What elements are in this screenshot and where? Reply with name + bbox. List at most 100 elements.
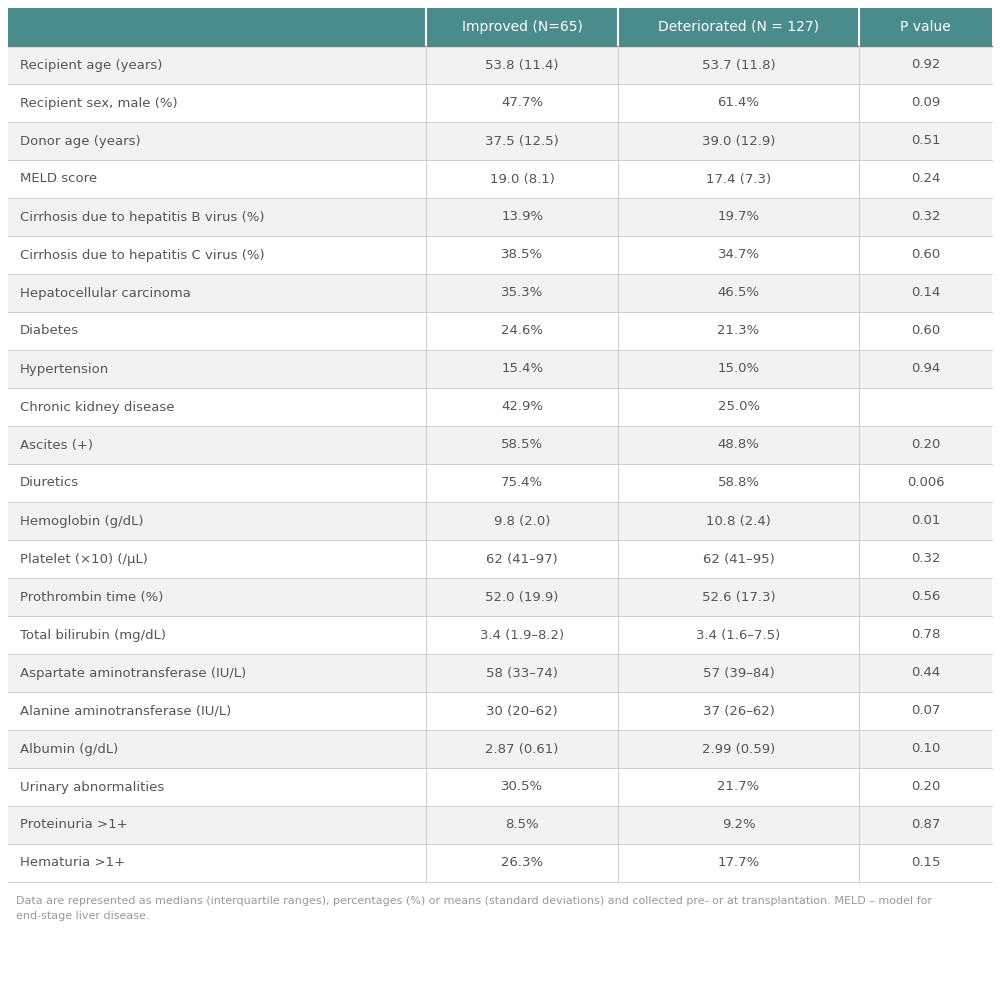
Text: 75.4%: 75.4% xyxy=(501,477,543,490)
Text: 17.4 (7.3): 17.4 (7.3) xyxy=(706,172,771,185)
Text: 21.3%: 21.3% xyxy=(717,324,760,338)
Text: 0.15: 0.15 xyxy=(911,857,940,870)
Bar xyxy=(8,236,992,274)
Text: 21.7%: 21.7% xyxy=(717,780,760,794)
Text: 0.60: 0.60 xyxy=(911,324,940,338)
Bar xyxy=(8,350,992,388)
Text: 39.0 (12.9): 39.0 (12.9) xyxy=(702,135,775,148)
Text: 0.24: 0.24 xyxy=(911,172,940,185)
Text: Deteriorated (N = 127): Deteriorated (N = 127) xyxy=(658,20,819,34)
Bar xyxy=(8,768,992,806)
Text: 0.20: 0.20 xyxy=(911,438,940,451)
Bar xyxy=(8,160,992,198)
Text: 0.32: 0.32 xyxy=(911,553,940,565)
Bar xyxy=(8,274,992,312)
Text: 15.4%: 15.4% xyxy=(501,362,543,375)
Bar xyxy=(8,578,992,616)
Text: 58 (33–74): 58 (33–74) xyxy=(486,667,558,680)
Text: Improved (N=65): Improved (N=65) xyxy=(462,20,583,34)
Text: 52.0 (19.9): 52.0 (19.9) xyxy=(485,590,559,604)
Text: 0.20: 0.20 xyxy=(911,780,940,794)
Text: P value: P value xyxy=(900,20,951,34)
Text: 53.8 (11.4): 53.8 (11.4) xyxy=(485,58,559,72)
Text: 61.4%: 61.4% xyxy=(718,97,760,109)
Text: Proteinuria >1+: Proteinuria >1+ xyxy=(20,819,128,831)
Text: 52.6 (17.3): 52.6 (17.3) xyxy=(702,590,775,604)
Text: 37 (26–62): 37 (26–62) xyxy=(703,704,775,717)
Text: 0.07: 0.07 xyxy=(911,704,940,717)
Text: Hemoglobin (g/dL): Hemoglobin (g/dL) xyxy=(20,514,144,528)
Text: 0.87: 0.87 xyxy=(911,819,940,831)
Bar xyxy=(8,8,992,46)
Text: Hypertension: Hypertension xyxy=(20,362,109,375)
Bar xyxy=(8,84,992,122)
Text: 0.78: 0.78 xyxy=(911,628,940,641)
Text: 8.5%: 8.5% xyxy=(505,819,539,831)
Text: 47.7%: 47.7% xyxy=(501,97,543,109)
Text: 0.006: 0.006 xyxy=(907,477,944,490)
Text: Urinary abnormalities: Urinary abnormalities xyxy=(20,780,164,794)
Text: 15.0%: 15.0% xyxy=(718,362,760,375)
Text: 0.10: 0.10 xyxy=(911,743,940,755)
Text: 30 (20–62): 30 (20–62) xyxy=(486,704,558,717)
Text: 0.51: 0.51 xyxy=(911,135,940,148)
Text: 58.5%: 58.5% xyxy=(501,438,543,451)
Text: 2.99 (0.59): 2.99 (0.59) xyxy=(702,743,775,755)
Text: 0.56: 0.56 xyxy=(911,590,940,604)
Text: Prothrombin time (%): Prothrombin time (%) xyxy=(20,590,163,604)
Text: 2.87 (0.61): 2.87 (0.61) xyxy=(485,743,559,755)
Bar xyxy=(8,806,992,844)
Text: Donor age (years): Donor age (years) xyxy=(20,135,141,148)
Text: Recipient age (years): Recipient age (years) xyxy=(20,58,162,72)
Text: 46.5%: 46.5% xyxy=(718,287,760,299)
Text: Ascites (+): Ascites (+) xyxy=(20,438,93,451)
Text: 0.92: 0.92 xyxy=(911,58,940,72)
Text: 9.8 (2.0): 9.8 (2.0) xyxy=(494,514,550,528)
Bar xyxy=(8,198,992,236)
Text: 57 (39–84): 57 (39–84) xyxy=(703,667,774,680)
Text: 62 (41–95): 62 (41–95) xyxy=(703,553,774,565)
Text: MELD score: MELD score xyxy=(20,172,97,185)
Text: 53.7 (11.8): 53.7 (11.8) xyxy=(702,58,775,72)
Text: 0.32: 0.32 xyxy=(911,211,940,224)
Text: Diabetes: Diabetes xyxy=(20,324,79,338)
Text: 34.7%: 34.7% xyxy=(718,248,760,261)
Text: Diuretics: Diuretics xyxy=(20,477,79,490)
Text: Alanine aminotransferase (IU/L): Alanine aminotransferase (IU/L) xyxy=(20,704,231,717)
Text: 30.5%: 30.5% xyxy=(501,780,543,794)
Text: Hematuria >1+: Hematuria >1+ xyxy=(20,857,125,870)
Bar xyxy=(8,122,992,160)
Text: 35.3%: 35.3% xyxy=(501,287,543,299)
Text: Total bilirubin (mg/dL): Total bilirubin (mg/dL) xyxy=(20,628,166,641)
Text: 37.5 (12.5): 37.5 (12.5) xyxy=(485,135,559,148)
Bar xyxy=(8,844,992,882)
Text: 25.0%: 25.0% xyxy=(718,401,760,414)
Text: 38.5%: 38.5% xyxy=(501,248,543,261)
Bar xyxy=(8,730,992,768)
Text: 48.8%: 48.8% xyxy=(718,438,760,451)
Text: 13.9%: 13.9% xyxy=(501,211,543,224)
Text: 0.14: 0.14 xyxy=(911,287,940,299)
Text: 3.4 (1.6–7.5): 3.4 (1.6–7.5) xyxy=(696,628,781,641)
Bar xyxy=(8,426,992,464)
Bar xyxy=(8,502,992,540)
Text: Hepatocellular carcinoma: Hepatocellular carcinoma xyxy=(20,287,191,299)
Text: 10.8 (2.4): 10.8 (2.4) xyxy=(706,514,771,528)
Text: Cirrhosis due to hepatitis C virus (%): Cirrhosis due to hepatitis C virus (%) xyxy=(20,248,265,261)
Text: 0.01: 0.01 xyxy=(911,514,940,528)
Text: 9.2%: 9.2% xyxy=(722,819,755,831)
Bar xyxy=(8,692,992,730)
Bar xyxy=(8,616,992,654)
Text: Chronic kidney disease: Chronic kidney disease xyxy=(20,401,175,414)
Text: Cirrhosis due to hepatitis B virus (%): Cirrhosis due to hepatitis B virus (%) xyxy=(20,211,264,224)
Bar xyxy=(8,312,992,350)
Text: 19.0 (8.1): 19.0 (8.1) xyxy=(490,172,555,185)
Text: 0.60: 0.60 xyxy=(911,248,940,261)
Text: 0.09: 0.09 xyxy=(911,97,940,109)
Bar xyxy=(8,654,992,692)
Text: 62 (41–97): 62 (41–97) xyxy=(486,553,558,565)
Text: 24.6%: 24.6% xyxy=(501,324,543,338)
Text: Platelet (×10) (/μL): Platelet (×10) (/μL) xyxy=(20,553,148,565)
Text: 17.7%: 17.7% xyxy=(717,857,760,870)
Text: 19.7%: 19.7% xyxy=(718,211,760,224)
